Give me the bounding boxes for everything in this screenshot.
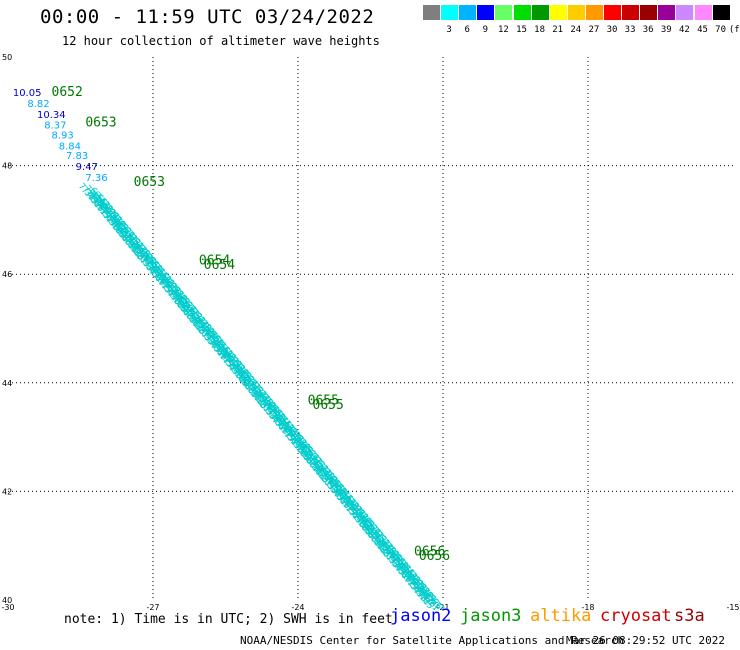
- lon-tick-label: -21: [436, 603, 449, 610]
- legend-swatch: [477, 5, 495, 20]
- lon-tick-label: -30: [1, 603, 14, 610]
- lat-tick-label: 48: [2, 162, 12, 171]
- lon-tick-label: -18: [581, 603, 594, 610]
- legend-label: 6: [464, 25, 470, 35]
- legend-unit: (ft): [728, 25, 740, 35]
- chart-subtitle: 12 hour collection of altimeter wave hei…: [62, 34, 380, 48]
- legend-swatch: [423, 5, 440, 20]
- legend-swatch: [513, 5, 531, 20]
- lon-tick-label: -24: [291, 603, 304, 610]
- wave-height-value: 9.47: [76, 162, 98, 173]
- legend-swatch: [604, 5, 621, 20]
- wave-height-map: -30 -27 -24 -21 -18 -155048464442407.367.457.…: [1, 53, 739, 610]
- legend-swatch: [549, 5, 567, 20]
- legend-swatch: [531, 5, 549, 20]
- wave-height-value: 8.93: [52, 130, 74, 141]
- time-label: 0655: [313, 398, 344, 413]
- legend-label: 3: [446, 25, 452, 35]
- legend-label: 9: [482, 25, 488, 35]
- credit-line: NOAA/NESDIS Center for Satellite Applica…: [240, 634, 625, 647]
- legend-swatch: [694, 5, 712, 20]
- chart-title: 00:00 - 11:59 UTC 03/24/2022: [40, 6, 375, 28]
- legend-label: 18: [534, 25, 546, 35]
- legend-swatch: [640, 5, 658, 20]
- time-label: 0656: [414, 544, 445, 559]
- footer-note: note: 1) Time is in UTC; 2) SWH is in fe…: [64, 612, 393, 627]
- legend-label: 12: [497, 25, 509, 35]
- time-label: 0655: [308, 394, 339, 409]
- generation-timestamp: Mar 26 08:29:52 UTC 2022: [566, 634, 725, 647]
- wave-height-value: 8.82: [27, 99, 49, 110]
- satellite-jason2: jason2: [390, 606, 452, 626]
- time-label: 0654: [199, 253, 230, 268]
- legend-label: 30: [606, 25, 618, 35]
- lon-tick-label: -15: [726, 603, 739, 610]
- time-label: 0653: [85, 116, 116, 131]
- legend-swatch: [441, 5, 459, 20]
- wave-height-value: 7.36: [85, 173, 107, 184]
- legend-swatch: [622, 5, 640, 20]
- wave-height-value: 7.83: [66, 151, 88, 162]
- satellite-cryosat: cryosat: [600, 606, 672, 626]
- legend-label: 15: [516, 25, 527, 35]
- wave-height-value: 10.34: [37, 110, 66, 121]
- time-label: 0653: [134, 175, 165, 190]
- lat-tick-label: 40: [2, 596, 12, 605]
- satellite-altika: altika: [530, 606, 592, 626]
- legend-label: 70: [715, 25, 727, 35]
- legend-label: 45: [697, 25, 708, 35]
- legend-label: 21: [552, 25, 564, 35]
- lat-tick-label: 46: [2, 270, 12, 279]
- legend-swatch: [495, 5, 513, 20]
- wave-height-value: 8.84: [59, 141, 81, 152]
- legend-label: 42: [678, 25, 690, 35]
- satellite-jason3: jason3: [460, 606, 522, 626]
- legend-label: 27: [588, 25, 600, 35]
- lat-tick-label: 50: [2, 53, 12, 62]
- legend-swatch: [712, 5, 730, 20]
- legend-label: 24: [570, 25, 582, 35]
- legend-label: 33: [624, 25, 636, 35]
- time-label: 0656: [419, 549, 450, 564]
- legend-swatch: [459, 5, 477, 20]
- legend-label: 36: [642, 25, 654, 35]
- wave-height-value: 8.37: [44, 121, 66, 132]
- legend-swatch: [585, 5, 603, 20]
- wave-height-value: 10.05: [13, 88, 42, 99]
- legend-label: 39: [660, 25, 672, 35]
- time-label: 0652: [52, 85, 83, 100]
- satellite-s3a: s3a: [674, 606, 705, 626]
- lon-tick-label: -27: [146, 603, 159, 610]
- legend-swatch: [567, 5, 585, 20]
- lat-tick-label: 44: [2, 379, 12, 388]
- lat-tick-label: 42: [2, 487, 12, 496]
- legend-swatch: [658, 5, 676, 20]
- time-label: 0654: [204, 258, 235, 273]
- legend-swatch: [676, 5, 694, 20]
